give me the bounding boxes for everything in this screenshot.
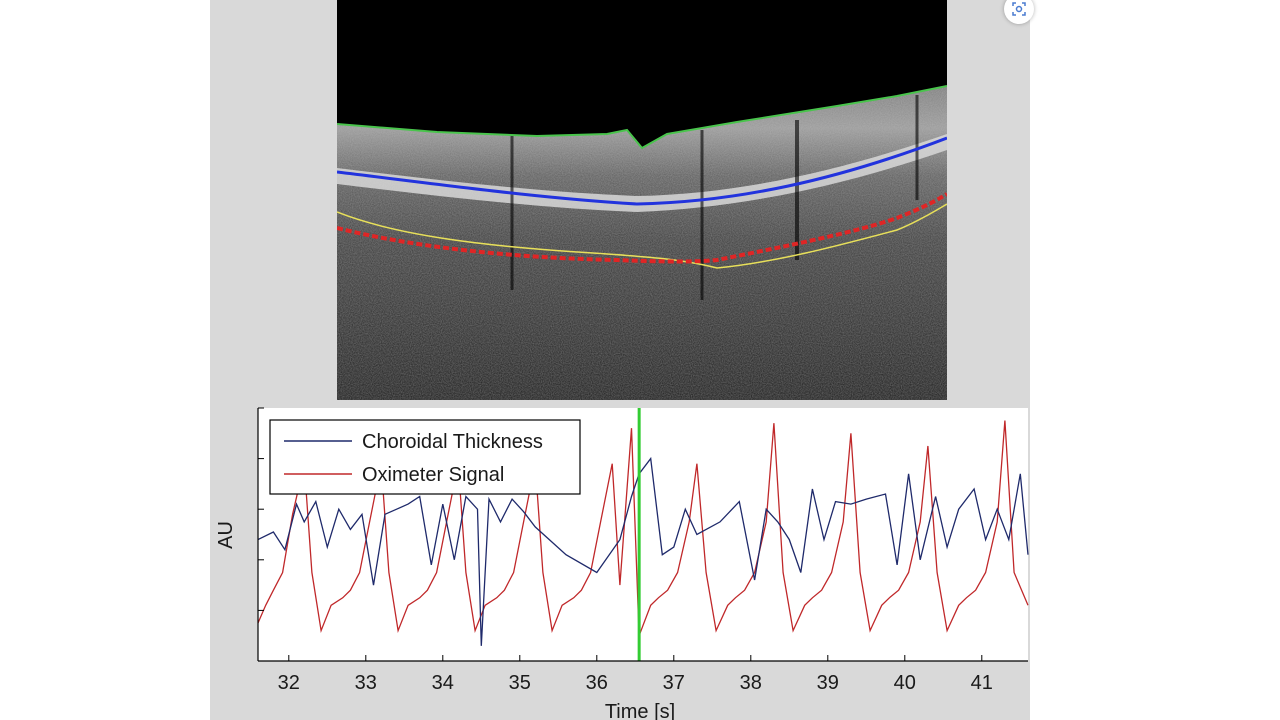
x-tick-label: 39 [817, 672, 839, 694]
rpe-boundary [336, 136, 948, 206]
ilm-boundary [336, 85, 948, 150]
x-axis-label: Time [s] [605, 701, 675, 720]
x-tick-label: 32 [278, 672, 300, 694]
x-tick-label: 38 [740, 672, 762, 694]
x-tick-label: 33 [355, 672, 377, 694]
oct-scan-svg [336, 0, 949, 400]
x-tick-label: 37 [663, 672, 685, 694]
x-tick-label: 40 [894, 672, 916, 694]
x-tick-label: 34 [432, 672, 454, 694]
x-tick-label: 36 [586, 672, 608, 694]
legend-label-oximeter-signal: Oximeter Signal [362, 464, 504, 486]
x-tick-label: 35 [509, 672, 531, 694]
x-tick-label: 41 [971, 672, 993, 694]
oct-bscan-image [336, 0, 949, 400]
legend: Choroidal Thickness Oximeter Signal [269, 419, 581, 495]
legend-label-choroidal-thickness: Choroidal Thickness [362, 431, 543, 453]
visual-search-icon[interactable] [1004, 0, 1034, 24]
choroid-boundary-auto [336, 192, 949, 264]
choroid-boundary-manual [336, 203, 948, 269]
y-axis-label: AU [215, 521, 237, 549]
